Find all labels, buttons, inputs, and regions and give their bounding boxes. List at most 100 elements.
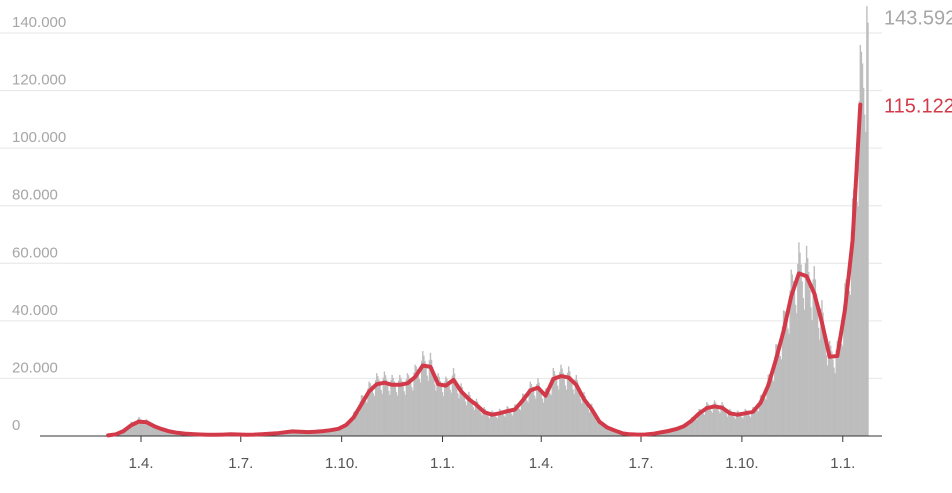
daily-bar-684 [857, 206, 859, 436]
daily-bar-229 [358, 412, 360, 436]
daily-bar-232 [361, 395, 364, 436]
daily-bar-516 [673, 430, 675, 436]
daily-bar-293 [428, 360, 431, 436]
daily-bar-432 [581, 403, 583, 436]
daily-bar-281 [415, 366, 417, 436]
daily-bar-582 [745, 409, 747, 436]
x-tick-label-3: 1.1. [430, 455, 455, 472]
daily-bar-441 [590, 403, 593, 436]
daily-bar-202 [328, 429, 331, 436]
daily-bar-266 [399, 374, 401, 436]
daily-bar-43 [154, 425, 156, 436]
daily-bar-290 [425, 368, 427, 436]
daily-bar-418 [565, 389, 568, 436]
daily-bar-370 [513, 407, 515, 436]
daily-bar-186 [311, 432, 313, 436]
daily-bar-642 [811, 319, 813, 436]
daily-bar-335 [474, 401, 477, 436]
daily-bar-604 [769, 373, 772, 436]
daily-bar-627 [794, 304, 797, 436]
daily-bar-296 [431, 367, 434, 436]
daily-bar-609 [775, 344, 777, 436]
daily-bar-301 [437, 373, 439, 436]
daily-bar-542 [701, 411, 704, 436]
daily-bar-285 [419, 382, 422, 436]
daily-bar-611 [777, 345, 779, 436]
daily-bar-406 [552, 368, 554, 436]
daily-bar-568 [730, 410, 732, 436]
daily-bar-436 [585, 399, 587, 436]
daily-bar-241 [371, 389, 374, 436]
daily-bar-460 [611, 430, 614, 436]
daily-bar-52 [164, 430, 166, 436]
daily-bar-423 [571, 382, 573, 436]
daily-bar-243 [373, 396, 376, 436]
daily-bar-47 [158, 429, 161, 436]
daily-bar-427 [575, 374, 578, 436]
daily-bar-255 [387, 385, 389, 436]
daily-bar-541 [700, 410, 703, 436]
daily-bar-636 [804, 263, 807, 436]
daily-bar-391 [536, 384, 538, 436]
daily-bar-351 [492, 411, 494, 436]
daily-bar-569 [731, 412, 733, 436]
daily-bar-248 [379, 384, 381, 436]
daily-bar-221 [349, 422, 352, 436]
daily-bar-355 [496, 418, 499, 436]
daily-bar-224 [353, 412, 355, 436]
daily-bar-664 [835, 349, 837, 436]
daily-bar-226 [355, 410, 357, 436]
daily-bar-289 [424, 360, 426, 436]
daily-bar-682 [855, 191, 857, 436]
daily-bar-286 [421, 360, 423, 436]
daily-bar-61 [174, 433, 176, 436]
daily-bar-668 [839, 339, 842, 436]
daily-bar-234 [363, 398, 366, 436]
daily-bar-554 [714, 402, 717, 436]
daily-bar-648 [817, 327, 820, 436]
daily-bar-306 [442, 396, 445, 436]
daily-bar-629 [797, 263, 799, 436]
daily-bar-331 [470, 398, 472, 436]
y-tick-label-6: 120.000 [12, 72, 66, 89]
daily-bar-317 [455, 379, 457, 436]
daily-bar-508 [664, 432, 666, 436]
daily-bar-632 [800, 264, 802, 436]
daily-bar-693 [867, 22, 869, 437]
daily-bar-521 [678, 427, 681, 436]
daily-bar-308 [445, 376, 447, 436]
daily-bar-647 [816, 310, 819, 436]
daily-bar-363 [505, 409, 507, 436]
daily-bar-358 [499, 409, 502, 436]
daily-bar-292 [427, 380, 429, 436]
daily-bar-626 [793, 292, 796, 436]
daily-bar-364 [506, 406, 508, 436]
daily-bar-332 [471, 402, 473, 436]
daily-bar-390 [535, 398, 537, 436]
daily-bar-249 [380, 390, 382, 436]
daily-bar-367 [509, 411, 512, 436]
daily-bar-581 [744, 408, 746, 436]
average-end-label: 115.122 [884, 96, 952, 118]
daily-bar-297 [433, 376, 435, 436]
daily-bar-204 [331, 428, 333, 436]
daily-bar-324 [462, 391, 465, 436]
daily-bar-407 [553, 371, 556, 436]
daily-bar-311 [448, 385, 450, 436]
daily-bar-457 [608, 427, 610, 436]
daily-bar-598 [763, 396, 765, 436]
daily-bar-277 [411, 387, 413, 436]
daily-bar-422 [570, 376, 572, 436]
daily-bar-253 [384, 375, 387, 436]
daily-bar-601 [766, 383, 768, 436]
daily-bar-24 [133, 422, 136, 436]
daily-bar-208 [335, 430, 337, 436]
daily-bar-396 [541, 398, 544, 436]
daily-bar-19 [128, 427, 130, 436]
y-tick-label-2: 40.000 [12, 302, 58, 319]
daily-bar-447 [597, 418, 599, 436]
daily-bar-662 [833, 367, 835, 436]
daily-bar-42 [153, 424, 155, 436]
daily-bar-48 [160, 427, 162, 436]
daily-bar-264 [396, 395, 399, 436]
